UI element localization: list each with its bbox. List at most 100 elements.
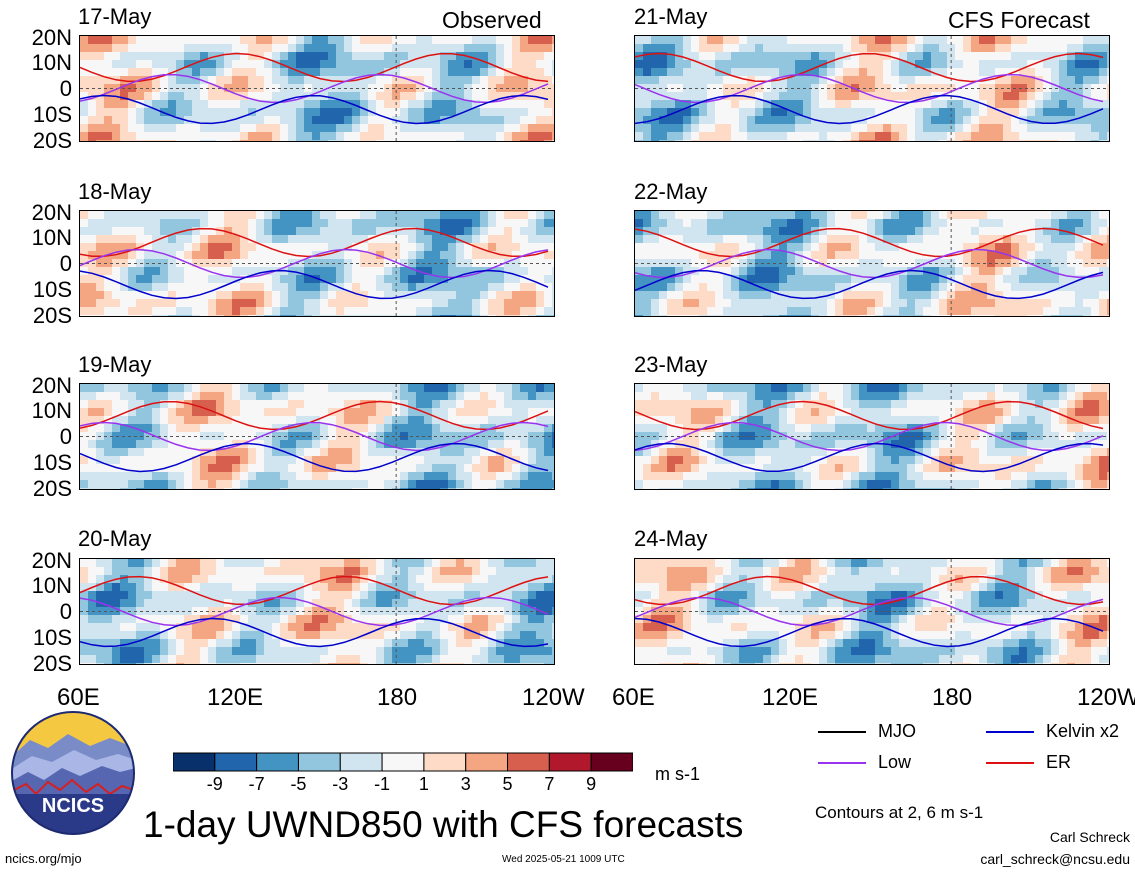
legend-label-mjo: MJO (878, 721, 916, 741)
colorbar-swatch (214, 752, 258, 772)
lon-label: 120W (1077, 684, 1135, 711)
contour-line (80, 94, 549, 125)
legend-swatch-mjo (818, 731, 866, 733)
legend-swatch-kelvin (986, 731, 1034, 733)
contour-line (80, 400, 549, 431)
lat-label: 10S (32, 102, 72, 127)
contour-line (80, 575, 549, 606)
ncics-logo: NCICS (10, 710, 136, 836)
lat-label: 10N (31, 50, 72, 75)
lat-label: 20N (31, 200, 72, 225)
contour-line (635, 400, 1104, 431)
heatmap-panel-obs-1 (79, 35, 555, 142)
colorbar-swatch (339, 752, 383, 772)
lon-label: 60E (57, 684, 100, 711)
lat-label: 10S (32, 277, 72, 302)
heatmap-panel-obs-4 (79, 558, 555, 665)
lat-label: 0 (59, 599, 72, 624)
contour-line (635, 52, 1104, 83)
lat-label: 20N (31, 373, 72, 398)
colorbar-tick-label: -1 (374, 774, 391, 794)
lat-label: 10S (32, 450, 72, 475)
footer-url: ncics.org/mjo (5, 851, 82, 866)
lat-label: 10S (32, 625, 72, 650)
heatmap-panel-obs-3 (79, 383, 555, 490)
panel-date-label: 23-May (634, 352, 708, 377)
contour-line (635, 442, 1104, 473)
logo-text: NCICS (41, 795, 105, 817)
colorbar (172, 752, 634, 779)
colorbar-swatch (256, 752, 299, 772)
panel-date-label: 20-May (78, 526, 152, 551)
colorbar-swatch (465, 752, 509, 772)
colorbar-tick-label: -7 (248, 774, 265, 794)
contour-line (635, 94, 1104, 125)
colorbar-swatch (548, 752, 592, 772)
heatmap-panel-fcst-4 (634, 558, 1110, 665)
panel-date-label: 17-May (78, 4, 152, 29)
contour-line (80, 617, 549, 648)
lon-label: 60E (612, 684, 655, 711)
lat-label: 0 (59, 424, 72, 449)
lat-label: 20S (32, 476, 72, 501)
lat-label: 0 (59, 76, 72, 101)
contour-line (80, 596, 549, 627)
contour-line (635, 269, 1104, 300)
lat-label: 20N (31, 548, 72, 573)
legend-swatch-er (986, 762, 1034, 764)
colorbar-swatch (507, 752, 550, 772)
observed-header: Observed (442, 7, 542, 33)
lon-label: 180 (932, 684, 973, 711)
lat-label: 10N (31, 573, 72, 598)
lon-label: 180 (377, 684, 418, 711)
lon-label: 120W (522, 684, 585, 711)
legend-label-low: Low (878, 752, 912, 772)
legend-label-kelvin: Kelvin x2 (1046, 721, 1120, 741)
heatmap-panel-fcst-2 (634, 210, 1110, 317)
lon-label: 120E (207, 684, 264, 711)
colorbar-tick-labels: -9 -7 -5 -3 -1 1 3 5 7 9 (173, 775, 633, 795)
forecast-header: CFS Forecast (948, 7, 1090, 33)
colorbar-swatch (423, 752, 467, 772)
chart-title: 1-day UWND850 with CFS forecasts (143, 804, 744, 845)
lat-label: 20S (32, 651, 72, 676)
footer-email: carl_schreck@ncsu.edu (980, 851, 1130, 867)
colorbar-swatch (297, 752, 341, 772)
colorbar-tick-label: -5 (290, 774, 307, 794)
contour-line (80, 442, 549, 473)
colorbar-tick-label: 3 (460, 774, 471, 794)
contour-line (635, 227, 1104, 258)
colorbar-tick-label: 7 (544, 774, 555, 794)
contour-line (635, 617, 1104, 648)
lat-label: 20S (32, 303, 72, 328)
lat-label: 10N (31, 225, 72, 250)
contour-line (635, 248, 1104, 279)
heatmap-panel-fcst-3 (634, 383, 1110, 490)
colorbar-units: m s-1 (655, 764, 700, 784)
contour-line (635, 421, 1104, 452)
legend-mjo: MJO (818, 722, 1048, 782)
legend-swatch-low (818, 762, 866, 764)
contour-line (80, 269, 549, 300)
footer-author: Carl Schreck (1049, 829, 1130, 845)
colorbar-tick-label: -3 (332, 774, 349, 794)
colorbar-tick-label: 1 (418, 774, 429, 794)
contour-line (80, 248, 549, 279)
colorbar-tick-label: -9 (206, 774, 223, 794)
heatmap-panel-fcst-1 (634, 35, 1110, 142)
colorbar-tick-label: 9 (586, 774, 597, 794)
lat-label: 10N (31, 398, 72, 423)
panel-date-label: 21-May (634, 4, 708, 29)
colorbar-tick-label: 5 (502, 774, 513, 794)
heatmap-panel-obs-2 (79, 210, 555, 317)
contour-line (635, 73, 1104, 104)
lat-label: 20N (31, 25, 72, 50)
contour-line (80, 73, 549, 104)
contour-line (80, 52, 549, 83)
colorbar-swatch (172, 752, 216, 772)
colorbar-swatch (381, 752, 425, 772)
contour-line (635, 596, 1104, 627)
lat-label: 20S (32, 128, 72, 153)
lat-label: 0 (59, 251, 72, 276)
footer-timestamp: Wed 2025-05-21 1009 UTC (502, 854, 625, 865)
